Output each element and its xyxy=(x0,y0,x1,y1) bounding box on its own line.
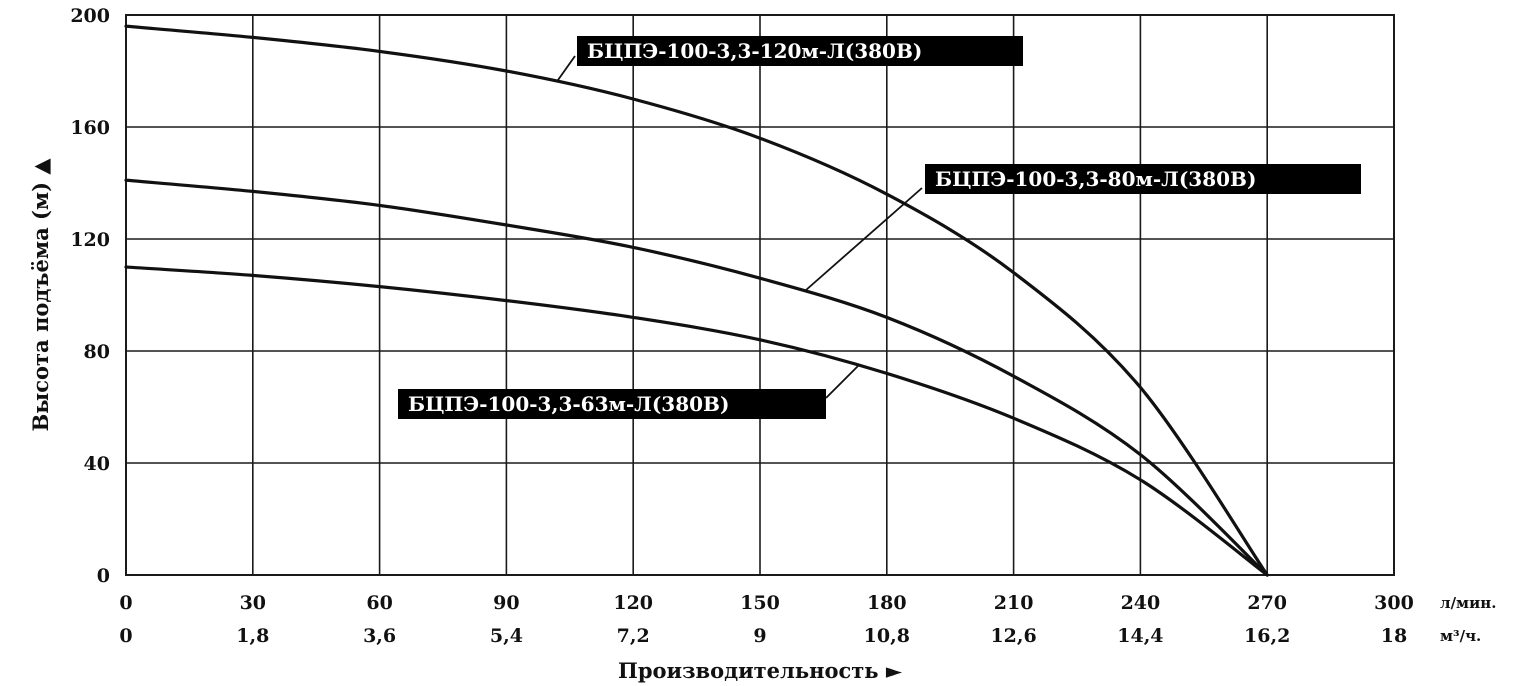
x-tick-label-lmin: 150 xyxy=(740,592,780,614)
series-63m-line xyxy=(124,265,1269,577)
x-tick-label-lmin: 270 xyxy=(1247,592,1287,614)
x-tick-label-m3h: 7,2 xyxy=(617,625,650,647)
y-tick-label: 160 xyxy=(70,117,110,139)
y-tick-label: 0 xyxy=(97,565,110,587)
x-tick-label-lmin: 300 xyxy=(1374,592,1414,614)
series-80m-leader-line xyxy=(805,187,923,291)
series-120m-label: БЦПЭ-100-3,3-120м-Л(380В) xyxy=(587,39,922,63)
curves-layer xyxy=(124,24,1269,577)
x-tick-label-lmin: 90 xyxy=(493,592,519,614)
series-63m-label: БЦПЭ-100-3,3-63м-Л(380В) xyxy=(408,392,729,416)
x-tick-label-lmin: 30 xyxy=(240,592,266,614)
x-tick-label-m3h: 0 xyxy=(119,625,132,647)
x-tick-label-m3h: 3,6 xyxy=(363,625,396,647)
y-tick-label: 40 xyxy=(84,453,110,475)
x-tick-label-m3h: 1,8 xyxy=(236,625,269,647)
x-tick-label-lmin: 0 xyxy=(119,592,132,614)
grid-layer xyxy=(125,14,1395,576)
x-unit-m3h: м³/ч. xyxy=(1440,627,1481,645)
ticks-layer: 00301,8603,6905,41207,2150918010,821012,… xyxy=(70,5,1414,647)
series-120m-leader-line xyxy=(557,55,576,81)
series-80m-label: БЦПЭ-100-3,3-80м-Л(380В) xyxy=(935,167,1256,191)
x-tick-label-lmin: 240 xyxy=(1121,592,1161,614)
x-tick-label-m3h: 16,2 xyxy=(1244,625,1290,647)
x-axis-title: Производительность ► xyxy=(618,658,903,683)
series-80m-label-box xyxy=(925,164,1361,194)
x-tick-label-m3h: 5,4 xyxy=(490,625,523,647)
y-tick-label: 120 xyxy=(70,229,110,251)
y-tick-label: 80 xyxy=(84,341,110,363)
x-tick-label-m3h: 18 xyxy=(1381,625,1407,647)
x-tick-label-lmin: 210 xyxy=(994,592,1034,614)
x-tick-label-lmin: 60 xyxy=(366,592,392,614)
series-63m-leader-line xyxy=(825,365,859,399)
labels-layer: БЦПЭ-100-3,3-120м-Л(380В) БЦПЭ-100-3,3-80… xyxy=(398,36,1361,419)
series-120m-label-box xyxy=(577,36,1023,66)
series-120m-line xyxy=(124,24,1269,577)
y-axis-title: Высота подъёма (м) ▲ xyxy=(28,158,53,432)
series-63m-label-box xyxy=(398,389,826,419)
x-unit-lmin: л/мин. xyxy=(1440,594,1496,612)
series-80m-line xyxy=(124,178,1269,577)
y-tick-label: 200 xyxy=(70,5,110,27)
plot-frame xyxy=(125,14,1395,576)
x-tick-label-m3h: 14,4 xyxy=(1117,625,1163,647)
x-tick-label-m3h: 9 xyxy=(753,625,766,647)
x-tick-label-m3h: 10,8 xyxy=(864,625,910,647)
x-tick-label-lmin: 120 xyxy=(613,592,653,614)
x-tick-label-m3h: 12,6 xyxy=(990,625,1036,647)
x-tick-label-lmin: 180 xyxy=(867,592,907,614)
